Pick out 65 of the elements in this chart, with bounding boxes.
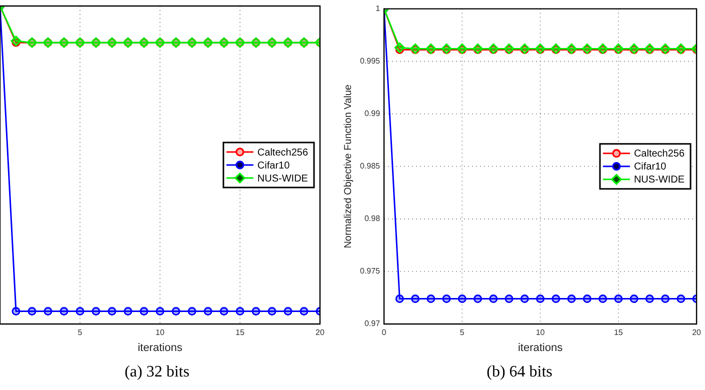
point bbox=[630, 294, 638, 304]
point bbox=[536, 294, 545, 304]
y-tick-label: 0.99 bbox=[364, 109, 381, 118]
point bbox=[660, 43, 671, 54]
point bbox=[520, 294, 529, 304]
point bbox=[598, 294, 608, 304]
point bbox=[456, 43, 468, 54]
y-axis-title: Normalized Objective Function Value bbox=[342, 84, 354, 248]
x-tick-label: 20 bbox=[692, 328, 702, 338]
legend-label: Cifar10 bbox=[634, 162, 667, 173]
point bbox=[582, 294, 592, 304]
x-tick-label: 15 bbox=[236, 328, 245, 338]
point bbox=[567, 294, 576, 304]
point bbox=[426, 294, 436, 304]
point bbox=[566, 43, 577, 54]
point bbox=[504, 294, 514, 304]
point bbox=[489, 294, 498, 304]
point bbox=[550, 43, 562, 54]
point bbox=[410, 43, 421, 54]
text: (a) 32 bits bbox=[124, 364, 190, 381]
y-tick-label: 0.985 bbox=[360, 162, 381, 171]
point bbox=[472, 43, 484, 54]
y-tick-label: 1 bbox=[376, 4, 381, 14]
y-tick-label: 0.97 bbox=[364, 319, 381, 328]
point bbox=[552, 294, 560, 304]
legend-label: Caltech256 bbox=[257, 147, 308, 158]
text: (b) 64 bits bbox=[486, 364, 552, 381]
point bbox=[441, 43, 452, 54]
legend-label: NUS-WIDE bbox=[634, 174, 685, 186]
y-tick-label: 0.98 bbox=[364, 214, 381, 224]
x-tick-label: 5 bbox=[460, 328, 465, 338]
y-tick-label: 0.995 bbox=[360, 56, 381, 66]
point bbox=[645, 294, 654, 304]
legend-label: NUS-WIDE bbox=[257, 173, 308, 184]
point bbox=[458, 294, 466, 304]
point bbox=[676, 294, 686, 304]
legend-label: Cifar10 bbox=[257, 160, 290, 172]
point bbox=[395, 294, 404, 304]
x-tick-label: 20 bbox=[316, 328, 325, 338]
point bbox=[488, 43, 499, 54]
point bbox=[614, 294, 623, 304]
x-tick-label: 15 bbox=[614, 328, 624, 338]
point bbox=[613, 43, 624, 54]
point bbox=[644, 43, 655, 54]
x-tick-label: 0 bbox=[382, 328, 387, 338]
point bbox=[394, 42, 405, 53]
point bbox=[628, 43, 640, 54]
point bbox=[598, 43, 608, 54]
point bbox=[676, 43, 686, 54]
point bbox=[582, 43, 592, 54]
y-tick-label: 0.975 bbox=[360, 266, 381, 276]
legend-label: Caltech256 bbox=[634, 148, 685, 160]
point bbox=[426, 43, 436, 54]
point bbox=[519, 43, 530, 54]
point bbox=[442, 294, 451, 304]
x-tick-label: 10 bbox=[536, 328, 546, 338]
point bbox=[661, 294, 670, 304]
point bbox=[474, 294, 482, 304]
point bbox=[411, 294, 420, 304]
x-axis-title: iterations bbox=[138, 342, 183, 354]
point bbox=[504, 43, 514, 54]
point bbox=[535, 43, 546, 54]
x-axis-title: iterations bbox=[518, 342, 564, 354]
x-tick-label: 10 bbox=[156, 328, 165, 338]
x-tick-label: 5 bbox=[78, 328, 83, 338]
